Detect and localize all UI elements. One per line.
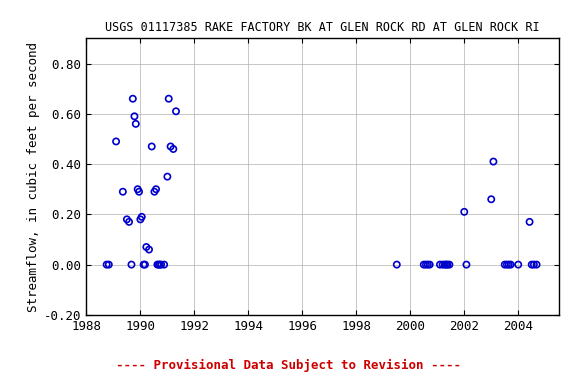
Point	[163, 174, 172, 180]
Point	[462, 262, 471, 268]
Point	[425, 262, 434, 268]
Point	[164, 96, 173, 102]
Point	[147, 143, 156, 149]
Point	[122, 216, 131, 222]
Point	[514, 262, 523, 268]
Point	[133, 186, 142, 192]
Point	[527, 262, 536, 268]
Point	[500, 262, 509, 268]
Point	[124, 219, 134, 225]
Point	[423, 262, 433, 268]
Point	[153, 262, 162, 268]
Point	[445, 262, 454, 268]
Point	[525, 219, 534, 225]
Point	[145, 247, 154, 253]
Point	[532, 262, 541, 268]
Point	[134, 189, 143, 195]
Point	[155, 262, 164, 268]
Point	[438, 262, 448, 268]
Point	[506, 262, 516, 268]
Point	[112, 138, 121, 144]
Point	[504, 262, 513, 268]
Point	[502, 262, 511, 268]
Point	[127, 262, 136, 268]
Point	[172, 108, 181, 114]
Point	[529, 262, 539, 268]
Point	[150, 189, 159, 195]
Point	[442, 262, 451, 268]
Point	[131, 121, 141, 127]
Point	[104, 262, 113, 268]
Point	[166, 143, 175, 149]
Point	[421, 262, 430, 268]
Point	[137, 214, 146, 220]
Point	[142, 244, 151, 250]
Point	[139, 262, 148, 268]
Point	[443, 262, 452, 268]
Point	[169, 146, 178, 152]
Point	[154, 262, 164, 268]
Point	[487, 196, 496, 202]
Point	[435, 262, 445, 268]
Point	[440, 262, 449, 268]
Point	[392, 262, 401, 268]
Point	[489, 159, 498, 165]
Point	[136, 216, 145, 222]
Point	[460, 209, 469, 215]
Point	[160, 262, 169, 268]
Point	[128, 96, 138, 102]
Point	[151, 186, 161, 192]
Point	[141, 262, 150, 268]
Point	[157, 262, 166, 268]
Y-axis label: Streamflow, in cubic feet per second: Streamflow, in cubic feet per second	[27, 41, 40, 312]
Title: USGS 01117385 RAKE FACTORY BK AT GLEN ROCK RD AT GLEN ROCK RI: USGS 01117385 RAKE FACTORY BK AT GLEN RO…	[105, 22, 540, 35]
Text: ---- Provisional Data Subject to Revision ----: ---- Provisional Data Subject to Revisio…	[116, 359, 460, 372]
Point	[102, 262, 111, 268]
Point	[419, 262, 429, 268]
Point	[118, 189, 127, 195]
Point	[130, 113, 139, 119]
